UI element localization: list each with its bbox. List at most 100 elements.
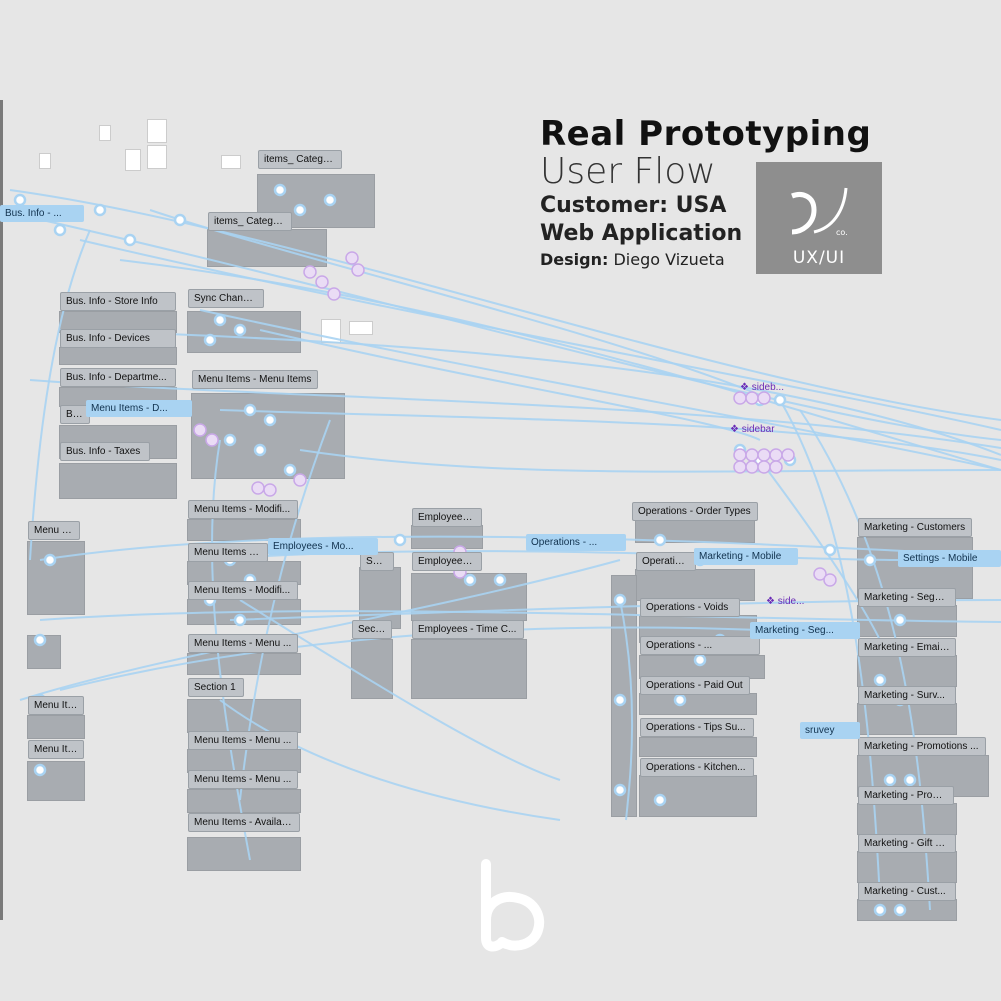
flow-node[interactable] bbox=[173, 213, 187, 227]
frame-label[interactable]: Marketing - Cust... bbox=[858, 882, 956, 901]
flow-node[interactable] bbox=[773, 393, 787, 407]
frame-label[interactable]: Marketing - Prom... bbox=[858, 786, 954, 805]
frame-operations-3[interactable] bbox=[640, 656, 764, 678]
frame-marketing-gift[interactable] bbox=[858, 852, 956, 882]
flow-node[interactable] bbox=[13, 193, 27, 207]
frame-label[interactable]: items_ Category bbox=[208, 212, 292, 231]
frame-label[interactable]: Sync Changes bbox=[188, 289, 264, 308]
flow-node[interactable] bbox=[203, 333, 217, 347]
component-instance[interactable] bbox=[745, 391, 759, 405]
frame-label[interactable]: Menu Items - Menu ... bbox=[188, 634, 298, 653]
flow-node[interactable] bbox=[823, 543, 837, 557]
component-instance[interactable] bbox=[315, 275, 329, 289]
flow-node[interactable] bbox=[243, 403, 257, 417]
frame-label[interactable]: Bus. Info - Store Info bbox=[60, 292, 176, 311]
frame-label[interactable]: Marketing - Segm... bbox=[858, 588, 956, 607]
frame-menu-it-left[interactable] bbox=[28, 542, 84, 614]
frame-time-clock[interactable] bbox=[412, 640, 526, 698]
flow-node[interactable] bbox=[323, 193, 337, 207]
flow-node[interactable] bbox=[873, 903, 887, 917]
flow-node[interactable] bbox=[233, 323, 247, 337]
component-tag[interactable]: ❖ side... bbox=[766, 596, 805, 607]
frame-marketing-surv[interactable] bbox=[858, 704, 956, 734]
flow-label[interactable]: Settings - Mobile bbox=[898, 550, 1001, 567]
component-instance[interactable] bbox=[345, 251, 359, 265]
component-instance[interactable] bbox=[351, 263, 365, 277]
flow-label[interactable]: Marketing - Seg... bbox=[750, 622, 860, 639]
flow-node[interactable] bbox=[613, 783, 627, 797]
component-instance[interactable] bbox=[733, 391, 747, 405]
flow-node[interactable] bbox=[123, 233, 137, 247]
flow-node[interactable] bbox=[393, 533, 407, 547]
frame-label[interactable]: Menu Items - Ma... bbox=[188, 543, 268, 562]
component-instance[interactable] bbox=[327, 287, 341, 301]
flow-node[interactable] bbox=[653, 793, 667, 807]
flow-node[interactable] bbox=[863, 553, 877, 567]
frame-label[interactable]: Employees - Time C... bbox=[412, 620, 524, 639]
component-instance[interactable] bbox=[757, 448, 771, 462]
frame-label[interactable]: Employees - ... bbox=[412, 552, 482, 571]
frame-store-info[interactable] bbox=[60, 312, 176, 332]
flow-node[interactable] bbox=[253, 443, 267, 457]
frame-taxes[interactable] bbox=[60, 464, 176, 498]
frame-label[interactable]: Section 1 bbox=[188, 678, 244, 697]
component-instance[interactable] bbox=[745, 460, 759, 474]
flow-node[interactable] bbox=[273, 183, 287, 197]
component-instance[interactable] bbox=[769, 448, 783, 462]
component-instance[interactable] bbox=[781, 448, 795, 462]
frame-label[interactable]: Marketing - Gift C... bbox=[858, 834, 956, 853]
flow-node[interactable] bbox=[43, 553, 57, 567]
flow-node[interactable] bbox=[213, 313, 227, 327]
frame-label[interactable]: Menu It... bbox=[28, 521, 80, 540]
frame-availability[interactable] bbox=[188, 838, 300, 870]
frame-label[interactable]: Menu Ite... bbox=[28, 696, 84, 715]
frame-operations-tips[interactable] bbox=[640, 738, 756, 756]
flow-node[interactable] bbox=[613, 693, 627, 707]
flow-node[interactable] bbox=[33, 763, 47, 777]
flow-node[interactable] bbox=[233, 613, 247, 627]
frame-label[interactable]: Marketing - Email... bbox=[858, 638, 956, 657]
frame-label[interactable]: Menu Items - Menu ... bbox=[188, 770, 298, 789]
frame-label[interactable]: Operations - Kitchen... bbox=[640, 758, 754, 777]
component-instance[interactable] bbox=[733, 460, 747, 474]
frame-items-category-2[interactable] bbox=[208, 230, 326, 266]
frame-operations-paid-out[interactable] bbox=[640, 694, 756, 714]
component-instance[interactable] bbox=[263, 483, 277, 497]
flow-node[interactable] bbox=[283, 463, 297, 477]
component-instance[interactable] bbox=[813, 567, 827, 581]
component-instance[interactable] bbox=[745, 448, 759, 462]
flow-node[interactable] bbox=[613, 593, 627, 607]
frame-label[interactable]: Operations - Order Types bbox=[632, 502, 758, 521]
flow-node[interactable] bbox=[883, 773, 897, 787]
component-instance[interactable] bbox=[293, 473, 307, 487]
flow-label[interactable]: sruvey bbox=[800, 722, 860, 739]
flow-node[interactable] bbox=[293, 203, 307, 217]
frame-label[interactable]: Menu Items - Modifi... bbox=[188, 500, 298, 519]
component-instance[interactable] bbox=[769, 460, 783, 474]
frame-label[interactable]: Menu Items - Menu Items bbox=[192, 370, 318, 389]
flow-node[interactable] bbox=[903, 773, 917, 787]
flow-node[interactable] bbox=[33, 633, 47, 647]
frame-label[interactable]: Operations - Voids bbox=[640, 598, 740, 617]
component-instance[interactable] bbox=[757, 391, 771, 405]
flow-node[interactable] bbox=[493, 573, 507, 587]
component-instance[interactable] bbox=[823, 573, 837, 587]
flow-node[interactable] bbox=[263, 413, 277, 427]
frame-label[interactable]: Employees - ... bbox=[412, 508, 482, 527]
flow-node[interactable] bbox=[693, 653, 707, 667]
frame-label[interactable]: Bus. Info - Devices bbox=[60, 329, 176, 348]
flow-label[interactable]: Operations - ... bbox=[526, 534, 626, 551]
flow-node[interactable] bbox=[893, 613, 907, 627]
component-tag[interactable]: ❖ sidebar bbox=[730, 424, 775, 435]
flow-label[interactable]: Bus. Info - ... bbox=[0, 205, 84, 222]
frame-label[interactable]: Operations - ... bbox=[640, 636, 760, 655]
frame-label[interactable]: Bus. Info - Taxes bbox=[60, 442, 150, 461]
frame-devices[interactable] bbox=[60, 348, 176, 364]
frame-label[interactable]: Menu Ite... bbox=[28, 740, 84, 759]
frame-label[interactable]: items_ Category bbox=[258, 150, 342, 169]
frame-menu-items-menu3[interactable] bbox=[188, 790, 300, 812]
frame-label[interactable]: Marketing - Surv... bbox=[858, 686, 956, 705]
frame-label[interactable]: Menu Items - Modifi... bbox=[188, 581, 298, 600]
flow-node[interactable] bbox=[653, 533, 667, 547]
